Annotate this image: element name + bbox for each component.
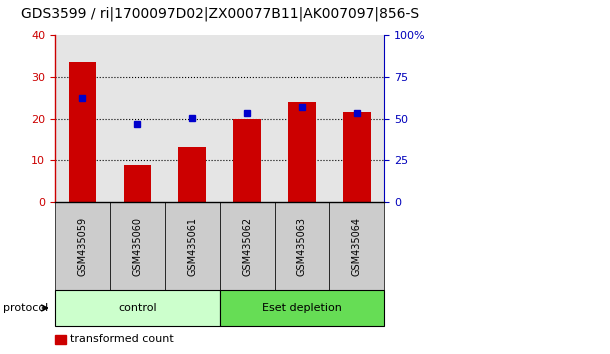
Bar xyxy=(55,35,110,202)
Text: GSM435064: GSM435064 xyxy=(352,217,362,275)
Text: GDS3599 / ri|1700097D02|ZX00077B11|AK007097|856-S: GDS3599 / ri|1700097D02|ZX00077B11|AK007… xyxy=(21,7,418,21)
Text: GSM435061: GSM435061 xyxy=(187,217,197,275)
Text: transformed count: transformed count xyxy=(70,335,174,344)
Bar xyxy=(220,35,274,202)
Text: GSM435063: GSM435063 xyxy=(297,217,307,275)
Bar xyxy=(165,35,220,202)
Bar xyxy=(110,35,165,202)
Text: GSM435060: GSM435060 xyxy=(132,217,142,275)
Bar xyxy=(329,35,384,202)
Bar xyxy=(68,62,96,202)
Text: GSM435062: GSM435062 xyxy=(242,216,252,276)
Text: GSM435059: GSM435059 xyxy=(77,216,87,276)
Text: protocol: protocol xyxy=(3,303,48,313)
Bar xyxy=(123,165,151,202)
Bar xyxy=(274,35,329,202)
Bar xyxy=(289,102,316,202)
Bar xyxy=(233,119,261,202)
Text: Eset depletion: Eset depletion xyxy=(262,303,342,313)
Text: control: control xyxy=(118,303,157,313)
Bar xyxy=(179,147,206,202)
Bar xyxy=(343,112,370,202)
